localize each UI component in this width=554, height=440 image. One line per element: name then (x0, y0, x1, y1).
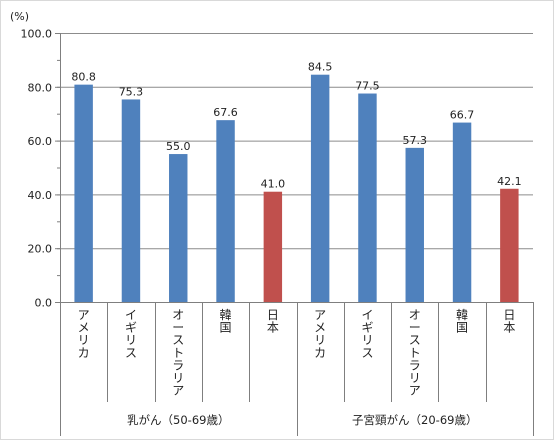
y-tick-label: 20.0 (28, 243, 53, 256)
category-label: 韓 (220, 308, 232, 322)
unit-label: (%) (10, 10, 29, 23)
category-label: ト (409, 346, 421, 360)
category-label: ア (78, 308, 90, 322)
y-tick-label: 40.0 (28, 189, 53, 202)
category-label: オ (409, 308, 421, 322)
y-tick-label: 80.0 (28, 81, 53, 94)
category-label: ア (172, 384, 184, 398)
bar (452, 122, 472, 303)
data-label: 80.8 (71, 71, 96, 84)
category-label: ス (409, 333, 421, 347)
category-label: ス (172, 333, 184, 347)
group-label: 乳がん（50-69歳） (127, 413, 229, 427)
y-tick-label: 0.0 (35, 297, 53, 310)
data-label: 84.5 (308, 61, 333, 74)
category-label: メ (78, 321, 90, 335)
category-label: カ (314, 346, 326, 360)
category-label: 国 (220, 321, 232, 335)
category-label: ア (314, 308, 326, 322)
category-label: 韓 (456, 308, 468, 322)
category-label: ー (172, 321, 184, 335)
category-label: リ (78, 333, 90, 347)
category-label: ギ (125, 321, 137, 335)
category-label: リ (125, 333, 137, 347)
category-label: 国 (456, 321, 468, 335)
category-labels: アメリカイギリスオーストラリア韓国日本乳がん（50-69歳）アメリカイギリスオー… (78, 308, 516, 427)
category-label: リ (409, 371, 421, 385)
data-labels: 80.8 75.3 55.0 67.6 41.0 84.5 77.5 57.3 66.7 42.1 (71, 61, 521, 191)
bar (216, 120, 235, 302)
category-label: ラ (172, 358, 184, 372)
data-label: 41.0 (261, 178, 286, 191)
bar (500, 188, 519, 302)
data-label: 77.5 (355, 80, 380, 93)
category-label: リ (172, 371, 184, 385)
category-label: カ (78, 346, 90, 360)
bar (74, 84, 93, 302)
category-label: ラ (409, 358, 421, 372)
y-tick-label: 100.0 (21, 28, 53, 41)
category-label: ー (409, 321, 421, 335)
bar (310, 74, 330, 302)
bars (74, 74, 519, 303)
category-label: ト (172, 346, 184, 360)
category-label: イ (361, 308, 373, 322)
data-label: 66.7 (450, 109, 475, 122)
category-label: オ (172, 308, 184, 322)
category-label: ス (361, 346, 373, 360)
bar (405, 147, 424, 302)
bar (169, 154, 188, 302)
category-label: ギ (361, 321, 373, 335)
y-tick-label: 60.0 (28, 135, 53, 148)
category-label: イ (125, 308, 137, 322)
bar (121, 99, 141, 303)
bar (263, 191, 283, 302)
data-label: 55.0 (166, 140, 191, 153)
category-label: 日 (267, 308, 279, 322)
category-label: 本 (267, 321, 279, 335)
category-label: 日 (503, 308, 515, 322)
axes: 0.0 20.0 40.0 60.0 80.0 100.0 (21, 28, 534, 436)
category-label: ス (125, 346, 137, 360)
category-label: ア (409, 384, 421, 398)
category-label: メ (314, 321, 326, 335)
data-label: 57.3 (403, 134, 428, 147)
bar (358, 93, 377, 303)
category-label: 本 (503, 321, 515, 335)
category-label: リ (361, 333, 373, 347)
category-label: リ (314, 333, 326, 347)
group-label: 子宮頸がん（20-69歳） (352, 413, 477, 427)
data-label: 75.3 (119, 85, 144, 98)
data-label: 67.6 (213, 106, 238, 119)
data-label: 42.1 (497, 175, 522, 188)
